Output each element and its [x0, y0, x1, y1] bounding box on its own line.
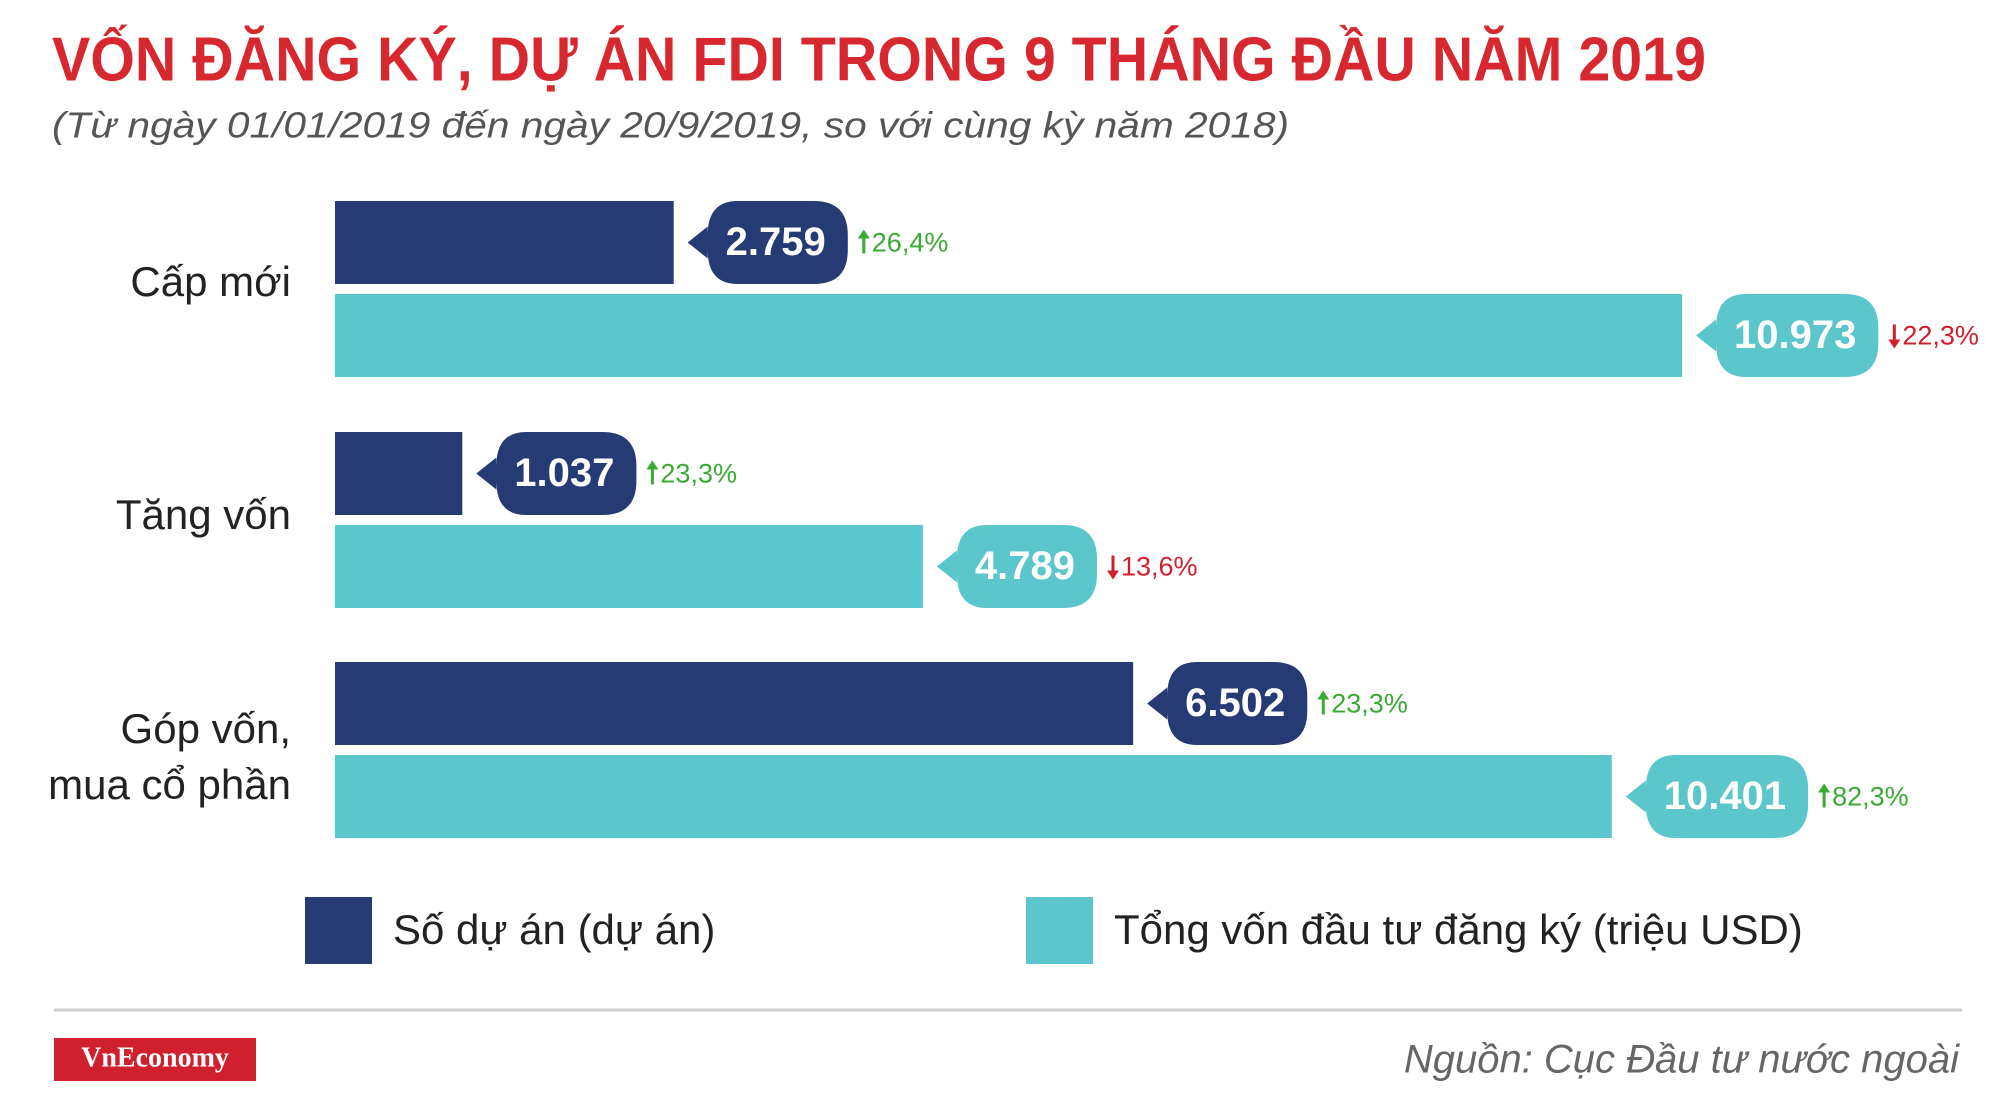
callout-bubble: [1147, 662, 1308, 745]
category-label: Tăng vốn: [115, 491, 291, 538]
value-label: 1.037: [514, 451, 614, 495]
change-arrow: [1888, 324, 1901, 349]
value-callout: 1.037 23,3%: [476, 432, 737, 515]
arrow-head: [1106, 570, 1119, 580]
value-label: 10.973: [1734, 313, 1856, 357]
bar: [335, 525, 923, 608]
callout-bubble: [687, 201, 848, 284]
change-arrow: [1818, 783, 1831, 808]
bar: [335, 432, 463, 515]
value-label: 10.401: [1664, 774, 1786, 818]
arrow-head: [646, 460, 659, 470]
bar: [335, 662, 1134, 745]
bar: [335, 755, 1612, 838]
arrow-head: [1818, 783, 1831, 793]
logo-box: [54, 1038, 256, 1081]
value-callout: 10.401 82,3%: [1625, 755, 1909, 838]
value-label: 2.759: [726, 220, 826, 264]
change-label: 23,3%: [1331, 689, 1408, 719]
arrow-head: [1888, 339, 1901, 349]
value-callout: 2.759 26,4%: [687, 201, 949, 284]
source: Nguồn: Cục Đầu tư nước ngoài: [1404, 1038, 1960, 1082]
value-label: 6.502: [1185, 681, 1285, 725]
callout-bubble: [1696, 294, 1879, 377]
arrow-head: [1317, 690, 1330, 700]
legend-swatch: [1026, 897, 1093, 964]
bar: [335, 294, 1682, 377]
value-label: 4.789: [975, 544, 1075, 588]
legend-swatch: [305, 897, 372, 964]
change-label: 26,4%: [872, 228, 949, 258]
change-label: 13,6%: [1121, 552, 1198, 582]
callout-bubble: [1625, 755, 1809, 838]
bar: [335, 201, 674, 284]
legend-label: Số dự án (dự án): [393, 906, 715, 953]
change-label: 82,3%: [1832, 782, 1909, 812]
change-label: 23,3%: [660, 459, 737, 489]
change-label: 22,3%: [1902, 321, 1979, 351]
chart-title: VỐN ĐĂNG KÝ, DỰ ÁN FDI TRONG 9 THÁNG ĐẦU…: [52, 25, 1706, 94]
category-label: Góp vốn, mua cổ phần: [48, 705, 291, 808]
value-callout: 6.502 23,3%: [1147, 662, 1408, 745]
change-arrow: [646, 460, 659, 485]
change-arrow: [1317, 690, 1330, 715]
legend-label: Tổng vốn đầu tư đăng ký (triệu USD): [1114, 906, 1803, 953]
value-callout: 4.789 13,6%: [936, 525, 1198, 608]
chart-subtitle: (Từ ngày 01/01/2019 đến ngày 20/9/2019, …: [52, 105, 1289, 146]
change-arrow: [1106, 555, 1119, 580]
logo: VnEconomy: [81, 1042, 229, 1073]
value-callout: 10.973 22,3%: [1696, 294, 1979, 377]
arrow-head: [857, 229, 870, 239]
change-arrow: [857, 229, 870, 254]
category-label: Cấp mới: [130, 258, 291, 305]
callout-bubble: [476, 432, 637, 515]
callout-bubble: [936, 525, 1097, 608]
